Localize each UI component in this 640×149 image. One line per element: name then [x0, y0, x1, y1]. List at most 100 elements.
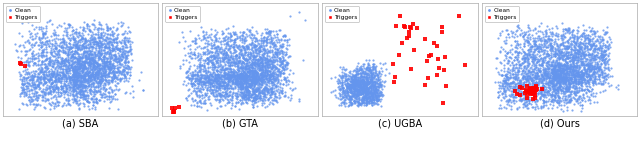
Point: [575, 46, 586, 48]
Point: [353, 75, 364, 78]
Point: [244, 69, 255, 71]
Point: [364, 81, 374, 83]
Point: [371, 99, 381, 101]
Point: [196, 94, 207, 96]
Point: [585, 35, 595, 37]
Point: [350, 95, 360, 97]
Point: [54, 65, 65, 68]
Point: [577, 62, 587, 65]
Point: [48, 96, 58, 98]
Point: [105, 51, 115, 54]
Point: [217, 66, 227, 69]
Point: [553, 33, 563, 35]
Point: [259, 63, 269, 66]
Point: [67, 74, 77, 76]
Point: [594, 67, 604, 70]
Point: [17, 61, 27, 63]
Point: [239, 72, 250, 75]
Point: [374, 94, 384, 97]
Point: [563, 96, 573, 98]
Point: [232, 57, 242, 59]
Point: [357, 87, 367, 90]
Point: [24, 35, 35, 38]
Point: [529, 60, 539, 62]
Point: [113, 32, 123, 35]
Point: [497, 85, 507, 87]
Point: [120, 52, 130, 55]
Point: [211, 40, 221, 42]
Point: [259, 52, 269, 54]
Point: [244, 56, 254, 58]
Point: [67, 60, 77, 62]
Point: [49, 102, 60, 104]
Point: [37, 71, 47, 74]
Point: [103, 43, 113, 45]
Point: [108, 38, 118, 41]
Point: [239, 47, 250, 49]
Point: [35, 76, 45, 79]
Point: [211, 80, 221, 82]
Point: [330, 89, 340, 91]
Point: [349, 81, 359, 83]
Point: [214, 47, 225, 49]
Point: [48, 85, 58, 87]
Point: [51, 86, 61, 89]
Point: [264, 42, 275, 44]
Point: [355, 84, 365, 86]
Point: [88, 85, 99, 87]
Point: [572, 28, 582, 31]
Point: [181, 71, 191, 73]
Point: [241, 81, 251, 84]
Point: [236, 73, 246, 75]
Point: [235, 99, 245, 101]
Point: [235, 87, 245, 89]
Point: [234, 62, 244, 64]
Point: [236, 73, 246, 76]
Point: [351, 87, 362, 90]
Point: [212, 73, 223, 76]
Point: [529, 95, 539, 97]
Point: [76, 83, 86, 85]
Point: [573, 45, 583, 47]
Point: [268, 91, 278, 93]
Point: [272, 56, 282, 58]
Point: [70, 69, 80, 71]
Point: [47, 82, 57, 84]
Point: [68, 79, 78, 82]
Point: [362, 89, 372, 92]
Point: [554, 46, 564, 48]
Point: [346, 80, 356, 82]
Point: [110, 60, 120, 62]
Point: [261, 86, 271, 88]
Point: [342, 83, 353, 86]
Point: [18, 70, 28, 72]
Point: [19, 87, 29, 90]
Point: [523, 58, 533, 60]
Point: [223, 55, 234, 58]
Point: [604, 69, 614, 72]
Point: [567, 77, 577, 80]
Point: [237, 75, 247, 77]
Point: [85, 92, 95, 94]
Point: [93, 34, 103, 36]
Point: [508, 73, 518, 76]
Point: [357, 80, 367, 83]
Point: [34, 76, 44, 78]
Point: [601, 77, 611, 80]
Point: [119, 32, 129, 34]
Point: [604, 38, 614, 41]
Point: [63, 46, 73, 48]
Point: [364, 80, 374, 82]
Point: [262, 90, 272, 92]
Point: [555, 63, 565, 66]
Point: [72, 47, 83, 49]
Point: [348, 94, 358, 97]
Point: [263, 98, 273, 100]
Point: [551, 92, 561, 94]
Point: [335, 98, 346, 100]
Point: [84, 75, 95, 77]
Point: [220, 92, 230, 95]
Point: [566, 51, 577, 53]
Point: [94, 22, 104, 25]
Point: [106, 95, 116, 97]
